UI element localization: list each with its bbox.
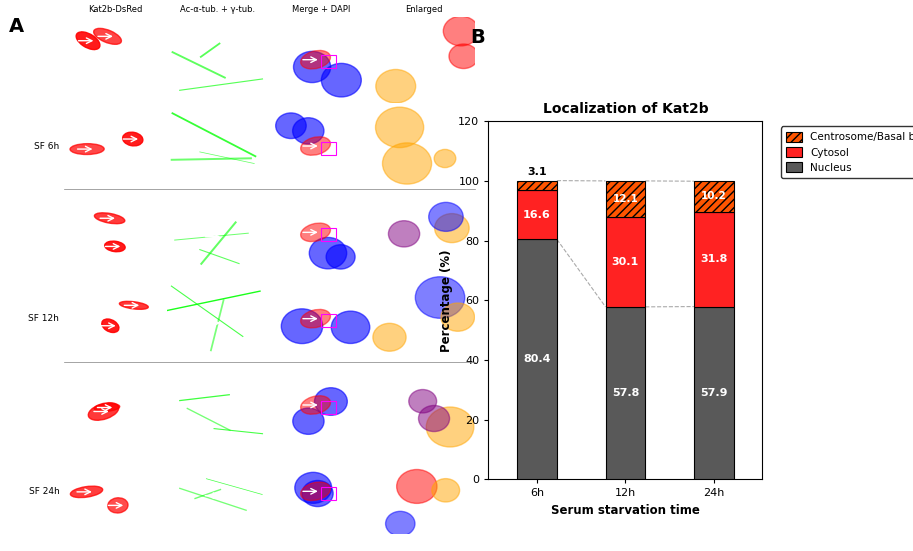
Ellipse shape <box>94 28 121 44</box>
Text: A: A <box>9 17 25 35</box>
Circle shape <box>388 221 420 247</box>
Circle shape <box>383 143 432 184</box>
Ellipse shape <box>94 213 125 224</box>
Circle shape <box>432 479 459 502</box>
Bar <box>517 190 557 239</box>
Text: 57.9: 57.9 <box>700 388 728 398</box>
Ellipse shape <box>105 241 125 252</box>
Circle shape <box>326 245 355 269</box>
Ellipse shape <box>70 486 102 498</box>
Ellipse shape <box>108 498 128 513</box>
Ellipse shape <box>70 144 104 154</box>
Title: Localization of Kat2b: Localization of Kat2b <box>542 102 708 116</box>
Circle shape <box>385 511 415 536</box>
Bar <box>694 181 734 212</box>
Text: Ac-α-tub. + γ-tub.: Ac-α-tub. + γ-tub. <box>181 5 256 14</box>
Ellipse shape <box>122 132 143 146</box>
Circle shape <box>418 406 449 431</box>
Ellipse shape <box>300 51 331 69</box>
Circle shape <box>444 16 478 46</box>
Ellipse shape <box>94 403 120 412</box>
Text: 3.1: 3.1 <box>527 167 547 177</box>
Bar <box>605 307 645 479</box>
Bar <box>320 401 336 414</box>
Ellipse shape <box>300 223 331 241</box>
Bar <box>320 228 336 241</box>
Bar <box>605 217 645 307</box>
Bar <box>605 181 645 217</box>
X-axis label: Serum starvation time: Serum starvation time <box>551 504 700 517</box>
Ellipse shape <box>300 482 331 500</box>
Text: 10.2: 10.2 <box>701 191 727 202</box>
Text: B: B <box>470 28 485 46</box>
Text: 57.8: 57.8 <box>612 388 639 398</box>
Circle shape <box>321 63 362 97</box>
Circle shape <box>331 311 370 343</box>
Circle shape <box>310 237 347 269</box>
Text: Merge + DAPI: Merge + DAPI <box>291 5 350 14</box>
Bar <box>320 55 336 68</box>
Circle shape <box>441 303 475 331</box>
Legend: Centrosome/Basal body, Cytosol, Nucleus: Centrosome/Basal body, Cytosol, Nucleus <box>782 126 913 178</box>
Circle shape <box>435 214 469 242</box>
Circle shape <box>302 480 333 506</box>
Circle shape <box>415 277 465 318</box>
Circle shape <box>409 390 436 413</box>
Ellipse shape <box>76 32 100 50</box>
Circle shape <box>276 113 306 138</box>
Text: SF 24h: SF 24h <box>28 487 59 496</box>
Text: 80.4: 80.4 <box>523 354 551 364</box>
Y-axis label: Percentage (%): Percentage (%) <box>440 249 453 352</box>
Bar <box>694 306 734 479</box>
Circle shape <box>449 44 478 68</box>
Circle shape <box>435 149 456 168</box>
Ellipse shape <box>89 403 119 420</box>
Bar <box>320 314 336 327</box>
Circle shape <box>396 469 437 504</box>
Bar <box>517 239 557 479</box>
Text: 30.1: 30.1 <box>612 257 639 267</box>
Circle shape <box>293 51 331 83</box>
Circle shape <box>376 69 415 103</box>
Ellipse shape <box>300 396 331 414</box>
Circle shape <box>373 323 406 351</box>
Text: SF 6h: SF 6h <box>34 142 59 150</box>
Text: 12.1: 12.1 <box>613 194 638 204</box>
Circle shape <box>281 309 322 344</box>
Ellipse shape <box>300 310 331 328</box>
Bar <box>320 487 336 500</box>
Ellipse shape <box>120 301 148 309</box>
Bar <box>320 142 336 155</box>
Circle shape <box>314 388 347 415</box>
Circle shape <box>426 407 474 447</box>
Ellipse shape <box>300 137 331 155</box>
Ellipse shape <box>101 319 119 332</box>
Bar <box>694 212 734 306</box>
Circle shape <box>429 202 463 231</box>
Circle shape <box>293 408 324 434</box>
Circle shape <box>293 118 324 144</box>
Text: 31.8: 31.8 <box>700 254 728 264</box>
Bar <box>517 181 557 190</box>
Text: 16.6: 16.6 <box>523 209 551 220</box>
Text: SF 12h: SF 12h <box>28 314 59 323</box>
Text: Enlarged: Enlarged <box>404 5 442 14</box>
Circle shape <box>375 107 424 148</box>
Text: Kat2b-DsRed: Kat2b-DsRed <box>88 5 142 14</box>
Circle shape <box>295 472 331 503</box>
